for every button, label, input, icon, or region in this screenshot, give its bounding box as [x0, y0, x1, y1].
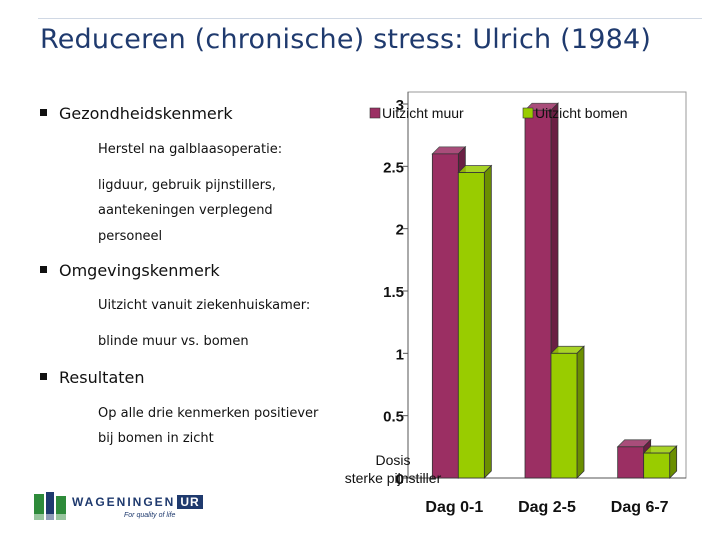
bar-1-0 [457, 172, 485, 479]
x-tick-label: Dag 6-7 [611, 499, 669, 516]
bar-0-2 [617, 446, 645, 479]
bullet-label: Omgevingskenmerk [59, 261, 220, 280]
bar-0-0 [431, 153, 459, 479]
bullet-marker [40, 266, 47, 273]
bullet-marker [40, 109, 47, 116]
bullet-2-sub-1: Uitzicht vanuit ziekenhuiskamer: [98, 298, 311, 313]
bullet-1-sub-3: aantekeningen verplegend [98, 203, 273, 218]
logo-mark-icon [32, 492, 68, 520]
bullet-label: Resultaten [59, 368, 145, 387]
bullet-2-sub-2: blinde muur vs. bomen [98, 334, 249, 349]
bullet-marker [40, 373, 47, 380]
y-tick-label: 2.5 [383, 159, 404, 176]
x-tick-label: Dag 0-1 [425, 499, 483, 516]
logo-tagline: For quality of life [124, 512, 176, 519]
bullet-3-sub-1: Op alle drie kenmerken positiever [98, 406, 319, 421]
title-rule [38, 18, 702, 19]
bullet-1-sub-2: ligduur, gebruik pijnstillers, [98, 178, 276, 193]
bar-side-1-0 [483, 164, 492, 479]
x-tick-label: Dag 2-5 [518, 499, 576, 516]
y-tick-label: 3 [396, 97, 404, 114]
y-axis-label-line-2: sterke pijnstiller [345, 470, 442, 486]
bar-side-1-1 [576, 345, 585, 479]
bullet-label: Gezondheidskenmerk [59, 104, 233, 123]
legend-label-0: Uitzicht muur [382, 105, 464, 121]
bullet-1: Gezondheidskenmerk [40, 104, 233, 123]
y-tick-label: 0.5 [383, 409, 404, 426]
bar-0-1 [524, 109, 552, 479]
bullet-1-sub-4: personeel [98, 229, 163, 244]
logo-wordmark: WAGENINGEN UR [72, 495, 203, 509]
bar-1-2 [643, 452, 671, 479]
bullet-2: Omgevingskenmerk [40, 261, 220, 280]
bar-1-1 [550, 352, 578, 479]
y-tick-label: 1.5 [383, 284, 404, 301]
wageningen-logo: WAGENINGEN UR For quality of life [32, 490, 222, 526]
y-tick-label: 0 [396, 471, 404, 488]
slide-title: Reduceren (chronische) stress: Ulrich (1… [40, 24, 652, 55]
bullet-3: Resultaten [40, 368, 145, 387]
legend-label-1: Uitzicht bomen [535, 105, 628, 121]
legend-swatch-1 [522, 107, 534, 119]
bullet-3-sub-2: bij bomen in zicht [98, 431, 214, 446]
legend-swatch-0 [369, 107, 381, 119]
bullet-1-sub-1: Herstel na galblaasoperatie: [98, 142, 283, 157]
y-axis-label-line-1: Dosis [375, 452, 410, 468]
y-tick-label: 1 [396, 346, 404, 363]
y-tick-label: 2 [396, 222, 404, 239]
